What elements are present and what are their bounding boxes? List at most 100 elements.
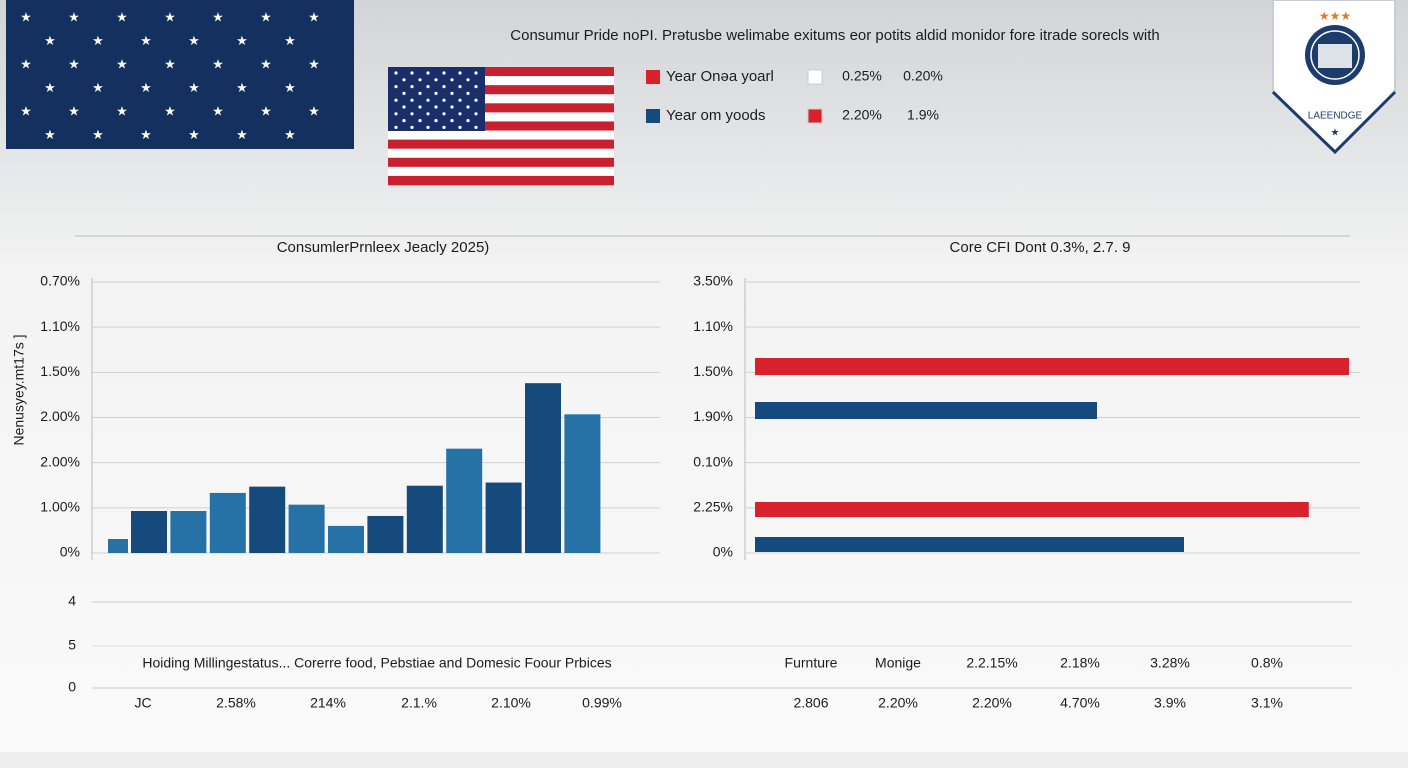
y-tick-label: 2.00% (40, 408, 80, 424)
flag-star (474, 112, 478, 116)
star: ★ (284, 80, 296, 95)
bar (564, 414, 601, 553)
badge-building (1318, 44, 1352, 68)
flag-stripe (388, 103, 614, 113)
table-cell: 4.70% (1060, 695, 1100, 711)
flag-star (418, 91, 422, 95)
flag-star (394, 71, 398, 75)
flag-stripe (388, 85, 614, 95)
flag-star (458, 98, 462, 102)
star: ★ (188, 33, 200, 48)
badge-text: LAEENDGE (1308, 111, 1363, 122)
flag-star (474, 98, 478, 102)
y-tick-label: 0% (60, 544, 80, 560)
legend-label: Year Onəa yoarl (666, 68, 774, 85)
table-cell: 2.20% (972, 695, 1012, 711)
y-tick-label: 0% (713, 544, 733, 560)
flag-star (458, 85, 462, 89)
star: ★ (68, 103, 80, 118)
flag-stripe (388, 67, 614, 77)
flag-star (426, 71, 430, 75)
bar (108, 538, 128, 553)
flag-star (442, 125, 446, 129)
flag-star (442, 85, 446, 89)
flag-star (466, 91, 470, 95)
flag-stripe (388, 130, 614, 140)
flag-star (434, 78, 438, 82)
flag-star (466, 119, 470, 123)
flag-star (418, 78, 422, 82)
flag-star (474, 85, 478, 89)
star: ★ (236, 127, 248, 142)
table-cell: 2.1.% (401, 695, 437, 711)
star: ★ (260, 103, 272, 118)
flag-star (458, 125, 462, 129)
flag-star (474, 71, 478, 75)
flag-star (394, 85, 398, 89)
bar (755, 358, 1349, 375)
star: ★ (260, 9, 272, 24)
flag-stripe (388, 175, 614, 186)
y-tick-label: 3.50% (693, 273, 733, 289)
legend-value: 0.25% (842, 68, 882, 84)
star: ★ (164, 9, 176, 24)
star: ★ (140, 80, 152, 95)
flag-star (410, 112, 414, 116)
flag-star (410, 85, 414, 89)
y-axis-label: Nenusyey.mt17s ] (11, 334, 27, 445)
flag-star (394, 98, 398, 102)
legend-marker (646, 109, 660, 123)
flag-stripe (388, 157, 614, 168)
legend-marker (646, 70, 660, 84)
flag-star (426, 85, 430, 89)
flag-star (426, 125, 430, 129)
y-tick-label: 2.00% (40, 453, 80, 469)
flag-star (394, 112, 398, 116)
flag-star (426, 112, 430, 116)
table-cell: 0.8% (1251, 655, 1283, 671)
bar (755, 402, 1097, 419)
star: ★ (116, 9, 128, 24)
flag-star (474, 125, 478, 129)
legend-label: Year om yoods (666, 107, 766, 124)
flag-star (402, 105, 406, 109)
flag-star (450, 105, 454, 109)
star: ★ (44, 127, 56, 142)
y-tick-label: 2.25% (693, 499, 733, 515)
table-cell: 2.2.15% (966, 655, 1017, 671)
badge-ring (1310, 30, 1360, 80)
flag-stripe (388, 139, 614, 149)
table-cell: 0.99% (582, 695, 622, 711)
flag-star (442, 71, 446, 75)
bar (755, 537, 1184, 552)
bar (170, 510, 207, 553)
flag-stripe (388, 112, 614, 122)
bar (131, 510, 167, 553)
star: ★ (164, 103, 176, 118)
legend-marker (807, 69, 823, 85)
star: ★ (116, 103, 128, 118)
star: ★ (188, 80, 200, 95)
bar (288, 504, 325, 553)
star: ★ (212, 103, 224, 118)
flag-star (434, 119, 438, 123)
flag-star (450, 91, 454, 95)
y-tick-label: 1.00% (40, 499, 80, 515)
chart-title: ConsumlerPrnleex Jeacly 2025) (277, 239, 490, 256)
star: ★ (308, 9, 320, 24)
star: ★ (92, 127, 104, 142)
star: ★ (44, 80, 56, 95)
star: ★ (308, 103, 320, 118)
flag-star (426, 98, 430, 102)
star: ★ (260, 56, 272, 71)
flag-star (450, 78, 454, 82)
star: ★ (236, 80, 248, 95)
bar (485, 482, 522, 553)
star: ★ (68, 56, 80, 71)
flag-star (418, 105, 422, 109)
star: ★ (284, 33, 296, 48)
flag-star (466, 78, 470, 82)
star: ★ (20, 103, 32, 118)
flag-star (458, 112, 462, 116)
star: ★ (188, 127, 200, 142)
